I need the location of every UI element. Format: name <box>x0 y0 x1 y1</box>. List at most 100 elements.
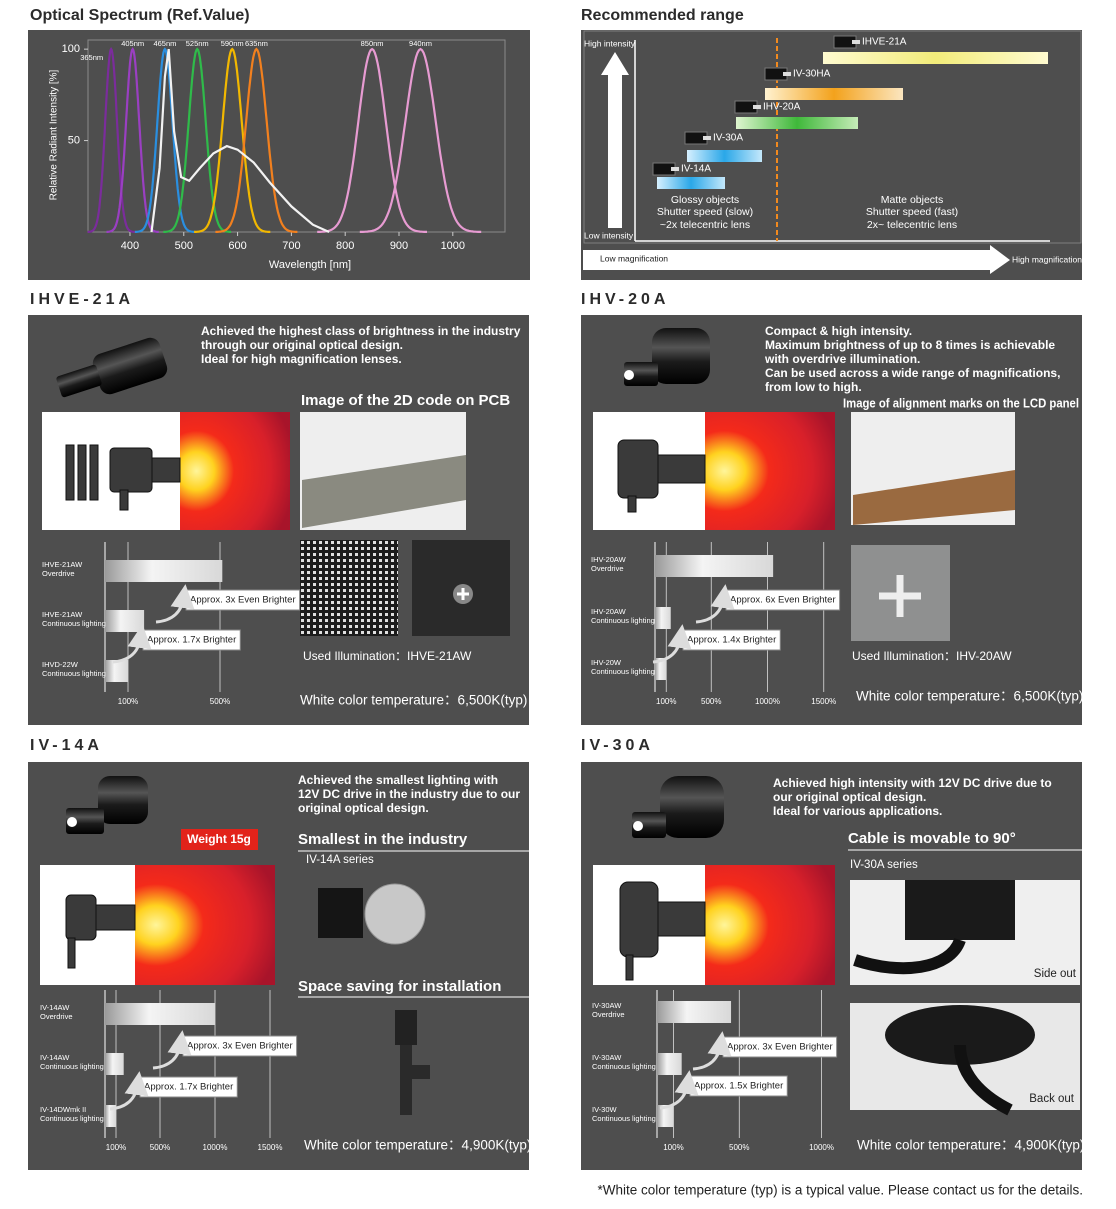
bar-label: IHV-20W <box>591 658 622 667</box>
description: Can be used across a wide range of magni… <box>765 366 1060 380</box>
bar-sublabel: Overdrive <box>592 1010 625 1019</box>
callout-arrow <box>692 1031 732 1071</box>
range-frame <box>583 30 1082 244</box>
callout-arrow <box>659 1070 699 1110</box>
footnote: *White color temperature (typ) is a typi… <box>598 1183 1083 1198</box>
lamp-icon <box>703 136 711 140</box>
x-tick-label: 500% <box>729 1143 749 1152</box>
photo-lcd-belt <box>853 470 1015 525</box>
x-tick-label: 1000% <box>809 1143 834 1152</box>
feature-title: Cable is movable to 90° <box>848 830 1016 847</box>
description: through our original optical design. <box>201 338 403 352</box>
range-panel <box>581 30 1082 280</box>
bar <box>105 660 128 682</box>
lamp-drawing <box>65 894 136 969</box>
lamp-icon <box>852 40 860 44</box>
range-bar <box>823 52 1048 64</box>
feature-subtitle: IV-30A series <box>850 859 918 871</box>
bar <box>105 1053 124 1075</box>
description: Maximum brightness of up to 8 times is a… <box>765 338 1055 352</box>
badge <box>181 829 258 850</box>
x-tick-label: 800 <box>336 240 354 252</box>
note: ~2x telecentric lens <box>660 219 750 231</box>
range-bar <box>765 88 903 100</box>
lamp-drawing <box>619 881 706 981</box>
x-tick-label: 100% <box>106 1143 126 1152</box>
axis-note: High intensity <box>584 38 636 48</box>
badge-text: Weight 15g <box>187 832 251 846</box>
spectrum-title: Optical Spectrum (Ref.Value) <box>30 7 250 24</box>
axis-note: Low intensity <box>584 230 634 240</box>
bar-label: IV-14AW <box>40 1003 70 1012</box>
range-title: Recommended range <box>581 7 744 24</box>
peak-label: 940nm <box>409 39 432 48</box>
bar-label: IV-14AW <box>40 1053 70 1062</box>
range-bar <box>687 150 762 162</box>
x-tick-label: 500% <box>150 1143 170 1152</box>
magnification-arrow <box>583 245 1010 274</box>
image-caption: Image of the 2D code on PCB <box>301 392 510 409</box>
spectrum-curve <box>194 47 271 233</box>
axis-note: High magnification <box>1012 254 1082 264</box>
color-temperature: White color temperature：6,500K(typ) <box>300 693 527 708</box>
product-label: IHVE-21A <box>862 37 907 48</box>
bar <box>105 560 223 582</box>
callout: Approx. 3x Even Brighter <box>187 1041 293 1052</box>
light-glow <box>705 865 835 985</box>
color-temperature: White color temperature：4,900K(typ) <box>857 1138 1084 1153</box>
bar-label: IV-14DWmk II <box>40 1105 86 1114</box>
bar-label: IHVD-22W <box>42 660 79 669</box>
photo-2d-code <box>300 540 398 636</box>
note: 2x~ telecentric lens <box>867 219 957 231</box>
description: from low to high. <box>765 380 862 394</box>
range-bar <box>657 177 725 189</box>
feature-title: Smallest in the industry <box>298 831 468 848</box>
x-axis-label: Wavelength [nm] <box>269 259 351 271</box>
bar-sublabel: Continuous lighting <box>591 667 655 676</box>
description: Achieved high intensity with 12V DC driv… <box>773 776 1052 790</box>
x-tick-label: 1000% <box>755 697 780 706</box>
note: Matte objects <box>881 194 943 206</box>
bar-sublabel: Continuous lighting <box>42 669 106 678</box>
callout: Approx. 3x Even Brighter <box>190 595 296 606</box>
bar-sublabel: Continuous lighting <box>40 1114 104 1123</box>
used-illumination: Used Illumination：IHVE-21AW <box>303 649 472 663</box>
feature-title: Space saving for installation <box>298 978 501 995</box>
section-title: IV-14A <box>30 737 103 754</box>
photo-mount <box>395 1010 417 1045</box>
photo-cross-mark <box>879 575 921 617</box>
section-title: IHV-20A <box>581 291 669 308</box>
description: our original optical design. <box>773 790 926 804</box>
callout-arrow <box>652 624 692 664</box>
section-title: IHVE-21A <box>30 291 134 308</box>
peak-label: 525nm <box>186 39 209 48</box>
product-photo <box>632 776 724 838</box>
description: Achieved the smallest lighting with <box>298 773 498 787</box>
bar <box>657 1053 682 1075</box>
callout-arrow <box>155 584 195 624</box>
spectrum-curve <box>87 46 135 233</box>
product-photo <box>56 337 168 398</box>
bar <box>105 1105 116 1127</box>
x-tick-label: 600 <box>228 240 246 252</box>
lamp-icon <box>783 72 791 76</box>
intensity-arrow <box>601 52 629 228</box>
bar-label: IHV-20AW <box>591 607 627 616</box>
description: Ideal for high magnification lenses. <box>201 352 402 366</box>
x-tick-label: 100% <box>663 1143 683 1152</box>
axis-note: Low magnification <box>600 253 668 263</box>
product-label: IV-30A <box>713 133 743 144</box>
x-tick-label: 700 <box>282 240 300 252</box>
x-tick-label: 1000% <box>203 1143 228 1152</box>
spectrum-curve <box>215 47 298 233</box>
color-temperature: White color temperature：6,500K(typ) <box>856 689 1083 704</box>
description: original optical design. <box>298 801 429 815</box>
lamp-drawing <box>65 444 181 511</box>
bar-label: IV-30AW <box>592 1053 622 1062</box>
bar <box>105 1003 215 1025</box>
photo-label: Side out <box>1034 968 1077 980</box>
callout: Approx. 1.7x Brighter <box>144 1082 233 1093</box>
bar <box>657 1105 674 1127</box>
spectrum-curve <box>317 47 427 233</box>
